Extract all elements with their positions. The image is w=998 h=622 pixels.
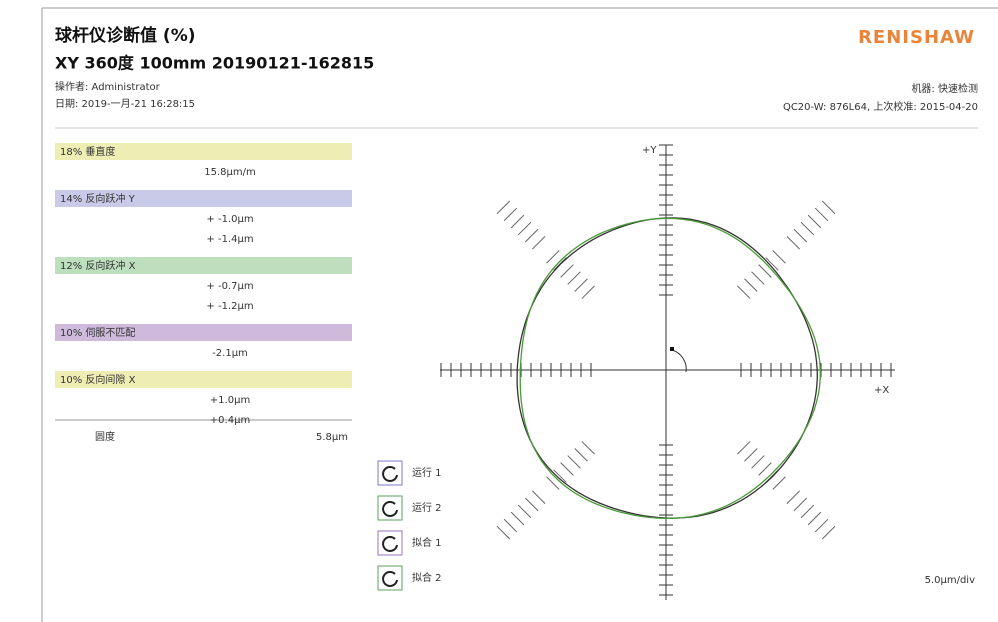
diagonal-tick: [758, 264, 772, 278]
legend-label: 运行 2: [412, 501, 442, 514]
date: 日期: 2019-一月-21 16:28:15: [55, 98, 195, 110]
diagonal-tick: [503, 518, 518, 533]
diagnostic-value: +0.4μm: [210, 415, 250, 426]
trace: [516, 217, 818, 519]
legend-arrow: [382, 571, 398, 587]
roundness-label: 圆度: [95, 430, 115, 443]
diagonal-tick: [560, 462, 574, 476]
diagonal-tick: [751, 455, 765, 469]
diagnostic-bar: [55, 257, 352, 274]
diagnostic-value: + -1.2μm: [206, 301, 253, 312]
diagnostic-bar: [55, 190, 352, 207]
calibration: QC20-W: 876L64, 上次校准: 2015-04-20: [783, 100, 978, 113]
angle-marker: [671, 349, 687, 373]
legend-arrow: [382, 466, 398, 482]
diagonal-tick: [772, 250, 786, 264]
machine: 机器: 快速检测: [911, 82, 978, 95]
legend-arrow: [382, 536, 398, 552]
diagonal-tick: [553, 469, 567, 483]
title: 球杆仪诊断值 (%): [55, 25, 196, 46]
diagonal-tick: [793, 228, 808, 243]
diagonal-tick: [744, 278, 758, 292]
angle-dot: [670, 347, 674, 351]
diagonal-tick: [517, 504, 532, 519]
diagonal-tick: [821, 525, 836, 540]
diagonal-tick: [524, 228, 539, 243]
legend-label: 拟合 1: [412, 536, 442, 549]
diagonal-tick: [517, 221, 532, 236]
diagnostic-label: 12% 反向跃冲 X: [60, 259, 136, 272]
diagnostic-value: -2.1μm: [212, 348, 248, 359]
diagonal-tick: [737, 285, 751, 299]
diagonal-tick: [793, 497, 808, 512]
diagonal-tick: [567, 271, 581, 285]
x-axis-label: +X: [874, 385, 889, 396]
diagonal-tick: [510, 214, 525, 229]
diagnostic-label: 18% 垂直度: [60, 145, 115, 158]
diagonal-tick: [510, 511, 525, 526]
diagonal-tick: [496, 200, 511, 215]
diagonal-tick: [772, 476, 786, 490]
diagonal-tick: [546, 476, 560, 490]
diagonal-tick: [574, 448, 588, 462]
logo: RENISHAW: [858, 27, 975, 48]
diagnostic-label: 14% 反向跃冲 Y: [60, 192, 136, 205]
diagonal-tick: [546, 250, 560, 264]
legend-arrow: [382, 501, 398, 517]
y-axis-label: +Y: [642, 145, 657, 156]
operator: 操作者: Administrator: [55, 80, 161, 93]
diagonal-tick: [807, 511, 822, 526]
diagonal-tick: [532, 490, 546, 504]
diagonal-tick: [581, 285, 595, 299]
diagonal-tick: [814, 207, 829, 222]
diagonal-tick: [821, 200, 836, 215]
legend-icon: [377, 460, 403, 486]
diagnostic-value: 15.8μm/m: [204, 167, 255, 178]
diagonal-tick: [744, 448, 758, 462]
diagnostic-value: + -0.7μm: [206, 281, 253, 292]
diagnostic-bar: [55, 143, 352, 160]
diagonal-tick: [758, 462, 772, 476]
subtitle: XY 360度 100mm 20190121-162815: [55, 54, 374, 73]
diagonal-tick: [786, 236, 800, 250]
diagonal-tick: [567, 455, 581, 469]
polar-plot: 运行 1 运行 2 拟合 1 拟合 2: [377, 144, 895, 600]
diagonal-tick: [786, 490, 800, 504]
diagonal-tick: [560, 264, 574, 278]
diagnostic-bar: [55, 371, 352, 388]
diagnostic-bar: [55, 324, 352, 341]
diagonal-tick: [814, 518, 829, 533]
trace: [519, 217, 821, 520]
legend-label: 拟合 2: [412, 571, 442, 584]
diagonal-tick: [581, 441, 595, 455]
diagnostic-value: + -1.4μm: [206, 234, 253, 245]
diagonal-tick: [496, 525, 511, 540]
diagnostic-value: +1.0μm: [210, 395, 250, 406]
legend-label: 运行 1: [412, 466, 442, 479]
diagonal-tick: [800, 221, 815, 236]
scale-label: 5.0μm/div: [925, 575, 976, 586]
diagonal-tick: [737, 441, 751, 455]
diagnostic-label: 10% 反向间隙 X: [60, 373, 136, 386]
diagonal-tick: [800, 504, 815, 519]
diagonal-tick: [503, 207, 518, 222]
diagnostic-label: 10% 伺服不匹配: [60, 326, 135, 339]
diagonal-tick: [532, 236, 546, 250]
roundness-value: 5.8μm: [316, 432, 348, 443]
diagonal-tick: [574, 278, 588, 292]
diagnostic-value: + -1.0μm: [206, 214, 253, 225]
diagonal-tick: [524, 497, 539, 512]
diagonal-tick: [807, 214, 822, 229]
diagonal-tick: [765, 257, 779, 271]
diagonal-tick: [751, 271, 765, 285]
